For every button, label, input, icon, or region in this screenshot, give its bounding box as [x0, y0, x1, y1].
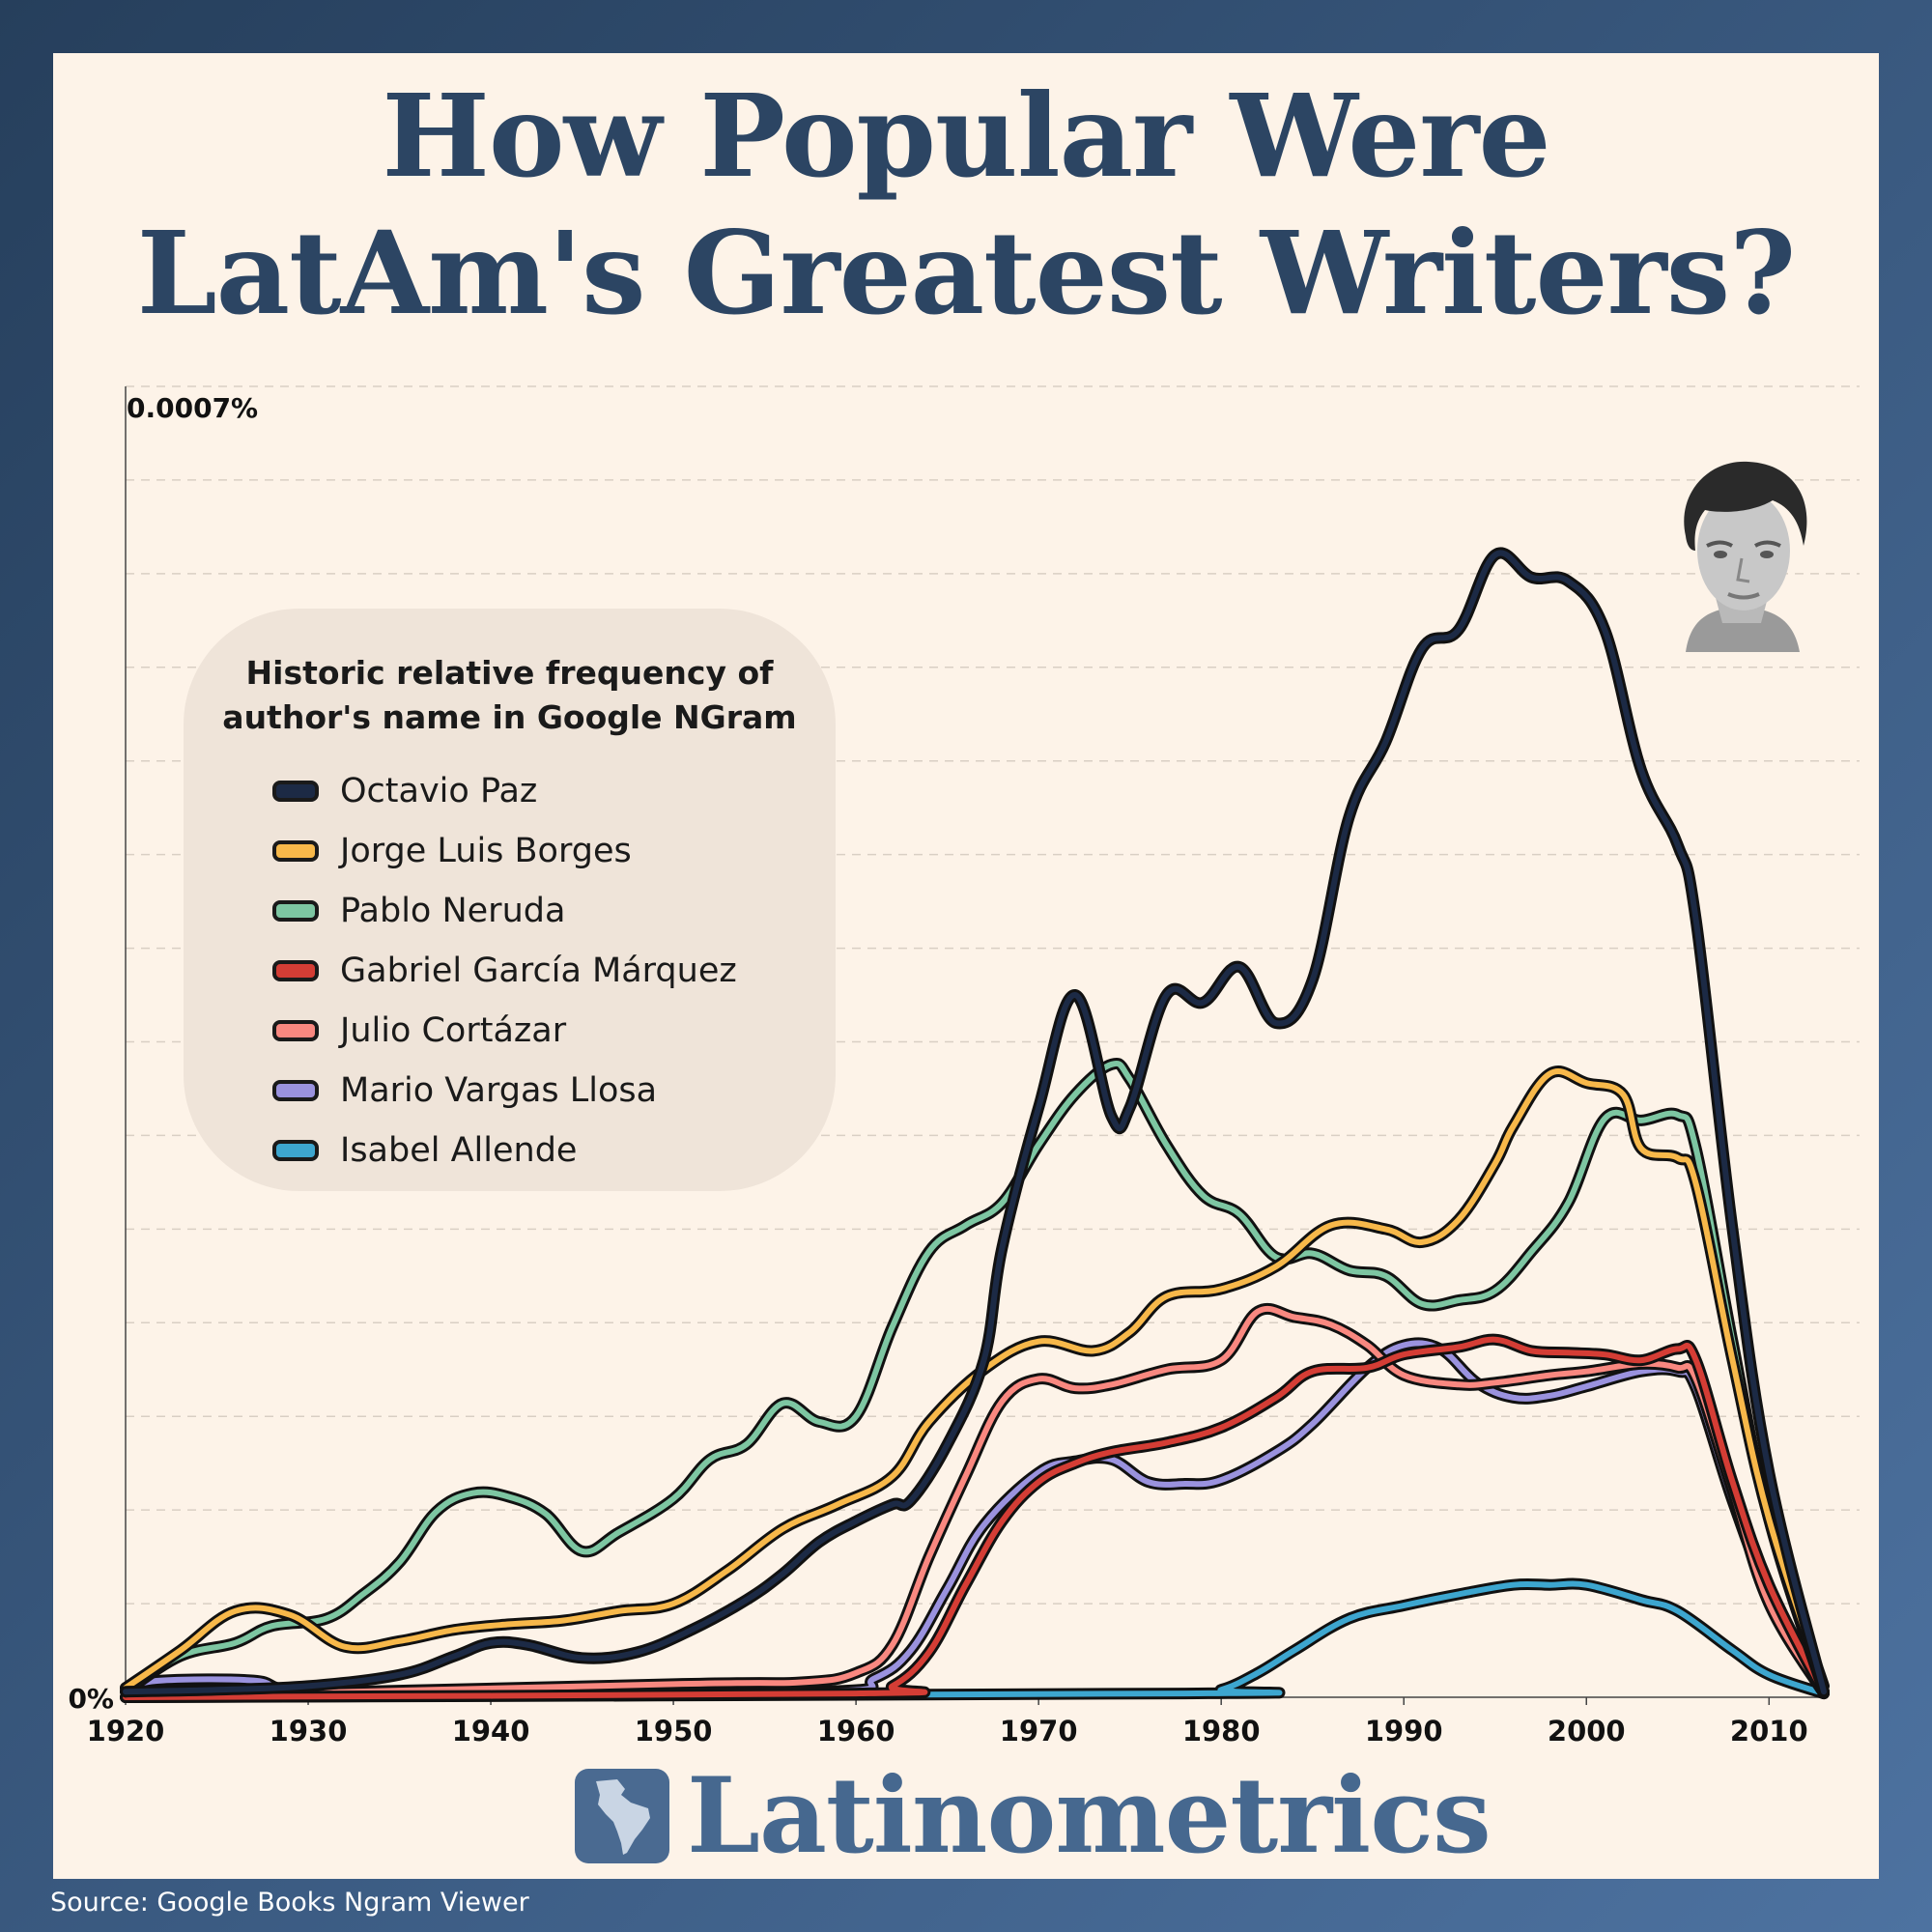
title-line-2: LatAm's Greatest Writers? — [136, 206, 1797, 340]
series-line — [123, 1580, 1827, 1700]
legend-swatch — [272, 960, 319, 981]
x-tick-label: 1980 — [1182, 1715, 1261, 1747]
legend-title-line-2: author's name in Google NGram — [222, 698, 797, 736]
series-line — [123, 550, 1827, 1695]
legend-item: Pablo Neruda — [184, 881, 836, 941]
brand-name: Latinometrics — [687, 1755, 1492, 1877]
legend-swatch — [272, 1140, 319, 1161]
page-title: How Popular Were LatAm's Greatest Writer… — [0, 68, 1932, 342]
series-line-outline — [120, 1302, 1830, 1703]
series-line — [123, 1060, 1827, 1695]
legend-item: Jorge Luis Borges — [184, 821, 836, 881]
brand-logo: Latinometrics — [575, 1755, 1492, 1877]
legend-item: Julio Cortázar — [184, 1001, 836, 1061]
x-tick-label: 1960 — [817, 1715, 895, 1747]
series-octavio-paz — [120, 547, 1830, 1698]
legend-item: Isabel Allende — [184, 1121, 836, 1180]
legend-label: Octavio Paz — [340, 772, 538, 810]
x-tick-label: 1990 — [1365, 1715, 1443, 1747]
y-axis-max-label: 0.0007% — [127, 392, 258, 424]
title-line-1: How Popular Were — [382, 69, 1550, 203]
legend-label: Jorge Luis Borges — [340, 832, 632, 870]
series-line — [123, 1336, 1827, 1700]
legend-label: Pablo Neruda — [340, 892, 566, 930]
x-tick-label: 1930 — [270, 1715, 348, 1747]
series-jorge-luis-borges — [120, 1065, 1830, 1694]
legend-swatch — [272, 900, 319, 922]
series-gabriel-garcia-marquez — [120, 1333, 1830, 1703]
legend-label: Mario Vargas Llosa — [340, 1071, 658, 1110]
legend-swatch — [272, 1080, 319, 1101]
x-tick-label: 1950 — [635, 1715, 713, 1747]
series-pablo-neruda — [120, 1057, 1830, 1698]
legend-item: Gabriel García Márquez — [184, 941, 836, 1001]
legend-swatch — [272, 1020, 319, 1041]
x-tick-label: 1940 — [452, 1715, 530, 1747]
legend-items: Octavio Paz Jorge Luis Borges Pablo Neruda… — [184, 761, 836, 1180]
series-line — [123, 1305, 1827, 1700]
x-axis-ticks: 1920 1930 1940 1950 1960 1970 1980 1990 2000 2010 — [87, 1697, 1808, 1747]
latin-america-map-icon — [575, 1769, 669, 1863]
source-note: Source: Google Books Ngram Viewer — [50, 1888, 529, 1918]
x-tick-label: 1920 — [87, 1715, 165, 1747]
legend-label: Isabel Allende — [340, 1131, 578, 1170]
chart-series — [120, 547, 1830, 1703]
series-isabel-allende — [120, 1577, 1830, 1703]
legend-item: Mario Vargas Llosa — [184, 1061, 836, 1121]
x-tick-label: 1970 — [1000, 1715, 1078, 1747]
x-tick-label: 2010 — [1730, 1715, 1808, 1747]
chart-legend: Historic relative frequency of author's … — [184, 609, 836, 1191]
series-line — [123, 1068, 1827, 1691]
legend-item: Octavio Paz — [184, 761, 836, 821]
x-tick-label: 2000 — [1548, 1715, 1626, 1747]
legend-label: Gabriel García Márquez — [340, 952, 737, 990]
y-axis-zero-label: 0% — [68, 1683, 114, 1715]
series-julio-cortazar — [120, 1302, 1830, 1703]
legend-title-line-1: Historic relative frequency of — [245, 654, 774, 692]
legend-title: Historic relative frequency of author's … — [184, 651, 836, 740]
legend-swatch — [272, 781, 319, 802]
legend-swatch — [272, 840, 319, 862]
legend-label: Julio Cortázar — [340, 1011, 567, 1050]
author-portrait-image — [1684, 461, 1807, 652]
